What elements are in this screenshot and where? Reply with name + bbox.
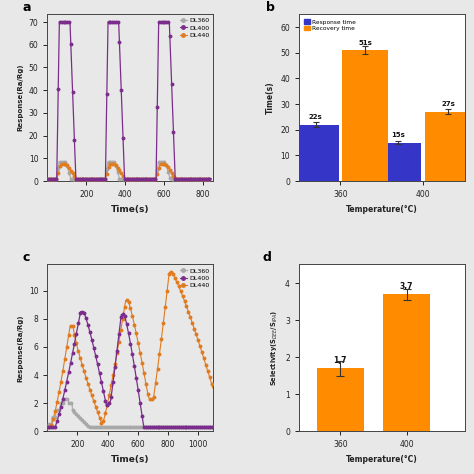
Y-axis label: Response(Ra/Rg): Response(Ra/Rg) bbox=[17, 314, 23, 382]
Text: a: a bbox=[23, 1, 31, 14]
Bar bbox=[317, 368, 364, 431]
Text: 3,7: 3,7 bbox=[400, 282, 413, 291]
Bar bbox=[375, 143, 421, 181]
Y-axis label: Time(s): Time(s) bbox=[265, 82, 274, 114]
Bar bbox=[292, 125, 339, 181]
X-axis label: Temperature(°C): Temperature(°C) bbox=[346, 205, 418, 214]
Y-axis label: Response(Ra/Rg): Response(Ra/Rg) bbox=[17, 64, 23, 131]
Legend: DL360, DL400, DL440: DL360, DL400, DL440 bbox=[179, 268, 210, 289]
X-axis label: Time(s): Time(s) bbox=[111, 455, 149, 464]
Text: b: b bbox=[266, 1, 275, 14]
Text: 51s: 51s bbox=[358, 39, 372, 46]
Text: c: c bbox=[23, 251, 30, 264]
Text: d: d bbox=[263, 251, 272, 264]
Text: 15s: 15s bbox=[392, 132, 405, 138]
Y-axis label: Selectivity(S$_{DEE}$/S$_{IPA}$): Selectivity(S$_{DEE}$/S$_{IPA}$) bbox=[269, 310, 280, 386]
Bar bbox=[383, 294, 430, 431]
X-axis label: Temperature(°C): Temperature(°C) bbox=[346, 455, 418, 464]
Text: 1,7: 1,7 bbox=[334, 356, 347, 365]
X-axis label: Time(s): Time(s) bbox=[111, 205, 149, 214]
Bar bbox=[425, 112, 471, 181]
Legend: DL360, DL400, DL440: DL360, DL400, DL440 bbox=[179, 18, 210, 38]
Bar bbox=[342, 50, 388, 181]
Text: 27s: 27s bbox=[441, 101, 455, 107]
Text: 22s: 22s bbox=[309, 114, 322, 120]
Legend: Response time, Recovery time: Response time, Recovery time bbox=[302, 17, 358, 34]
